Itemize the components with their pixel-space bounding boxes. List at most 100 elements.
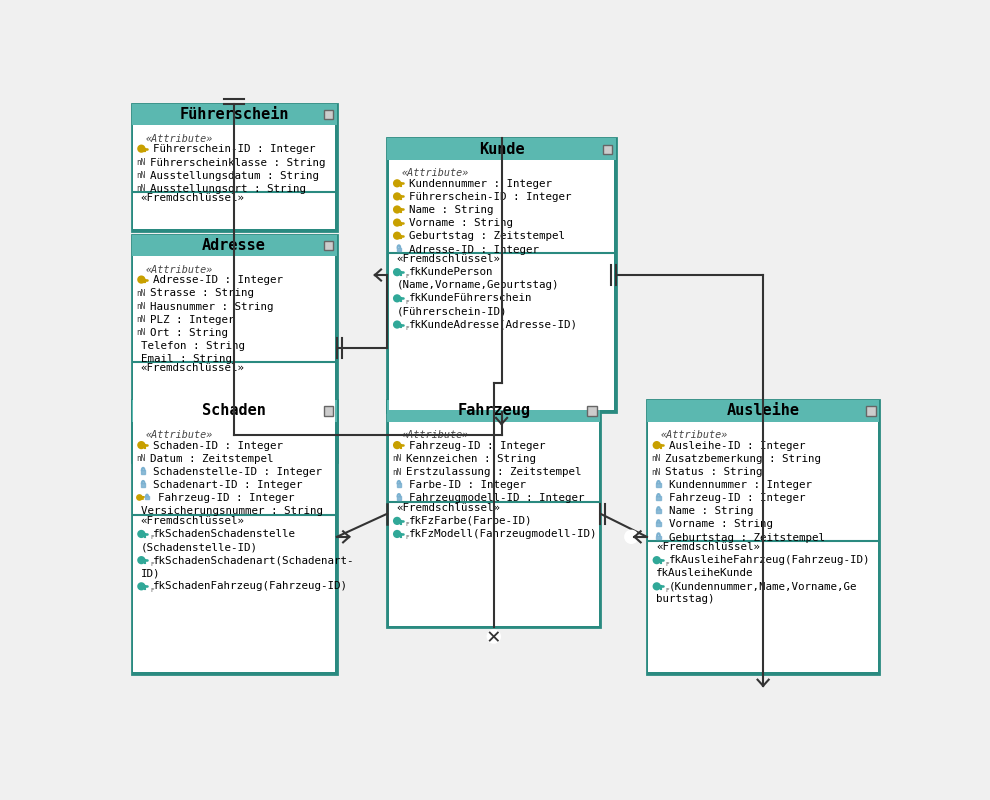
- Circle shape: [394, 219, 400, 226]
- Circle shape: [138, 442, 145, 448]
- Text: Fahrzeug: Fahrzeug: [457, 403, 531, 418]
- Bar: [133, 422, 336, 514]
- Bar: [132, 234, 337, 462]
- Circle shape: [394, 530, 400, 538]
- Text: fkFzModell(Fahrzeugmodell-ID): fkFzModell(Fahrzeugmodell-ID): [409, 529, 597, 539]
- Text: «Attribute»: «Attribute»: [401, 430, 468, 440]
- Bar: [646, 400, 879, 422]
- Circle shape: [625, 530, 638, 543]
- Text: nN: nN: [392, 467, 401, 477]
- Bar: [397, 483, 401, 486]
- Bar: [324, 241, 333, 250]
- Text: Geburtstag : Zeitstempel: Geburtstag : Zeitstempel: [668, 533, 825, 542]
- Text: Adresse: Adresse: [202, 238, 266, 253]
- Text: F: F: [665, 588, 669, 593]
- Text: «Attribute»: «Attribute»: [661, 430, 729, 440]
- Text: Ausstellungsdatum : String: Ausstellungsdatum : String: [150, 170, 319, 181]
- Text: Zusatzbemerkung : String: Zusatzbemerkung : String: [665, 454, 822, 464]
- Text: Hausnummer : String: Hausnummer : String: [150, 302, 273, 311]
- Text: nN: nN: [137, 315, 146, 324]
- Text: Versicherungsnummer : String: Versicherungsnummer : String: [141, 506, 323, 516]
- Text: fkSchadenFahrzeug(Fahrzeug-ID): fkSchadenFahrzeug(Fahrzeug-ID): [153, 582, 348, 591]
- Text: F: F: [150, 535, 153, 540]
- Bar: [648, 422, 878, 541]
- Text: F: F: [665, 562, 669, 566]
- Text: nN: nN: [651, 467, 660, 477]
- Circle shape: [138, 146, 145, 152]
- Circle shape: [394, 442, 400, 448]
- Bar: [648, 541, 878, 672]
- Bar: [141, 470, 146, 474]
- Text: «Fremdschlüssel»: «Fremdschlüssel»: [397, 502, 501, 513]
- Text: Schaden: Schaden: [202, 403, 266, 418]
- Text: «Fremdschlüssel»: «Fremdschlüssel»: [141, 194, 245, 203]
- Circle shape: [138, 557, 145, 563]
- Text: Fahrzeug-ID : Integer: Fahrzeug-ID : Integer: [668, 494, 805, 503]
- Text: fkSchadenSchadenart(Schadenart-: fkSchadenSchadenart(Schadenart-: [153, 555, 354, 565]
- Text: fkAusleiheFahrzeug(Fahrzeug-ID): fkAusleiheFahrzeug(Fahrzeug-ID): [668, 555, 870, 565]
- Text: ID): ID): [141, 568, 160, 578]
- Text: F: F: [406, 274, 410, 278]
- Text: Kundennummer : Integer: Kundennummer : Integer: [668, 480, 812, 490]
- Text: Schadenart-ID : Integer: Schadenart-ID : Integer: [153, 480, 303, 490]
- Text: (Name,Vorname,Geburtstag): (Name,Vorname,Geburtstag): [397, 280, 559, 290]
- Text: (Schadenstelle-ID): (Schadenstelle-ID): [141, 542, 257, 552]
- Text: nN: nN: [137, 158, 146, 167]
- Bar: [587, 406, 597, 415]
- Bar: [646, 400, 879, 674]
- Text: Kennzeichen : String: Kennzeichen : String: [406, 454, 536, 464]
- Bar: [389, 502, 599, 626]
- Bar: [324, 110, 333, 119]
- Circle shape: [653, 583, 660, 590]
- Text: Kunde: Kunde: [479, 142, 525, 157]
- Text: fkSchadenSchadenstelle: fkSchadenSchadenstelle: [153, 529, 296, 539]
- Text: «Fremdschlüssel»: «Fremdschlüssel»: [397, 254, 501, 264]
- Text: Name : String: Name : String: [668, 506, 753, 516]
- Text: Fahrzeug-ID : Integer: Fahrzeug-ID : Integer: [157, 494, 294, 503]
- Bar: [387, 138, 616, 160]
- Bar: [387, 138, 616, 412]
- Text: «Attribute»: «Attribute»: [146, 430, 213, 440]
- Circle shape: [653, 557, 660, 563]
- Text: nN: nN: [137, 184, 146, 194]
- Bar: [656, 535, 661, 539]
- Text: Ausleihe: Ausleihe: [727, 403, 800, 418]
- Text: Führerschein-ID : Integer: Führerschein-ID : Integer: [409, 192, 571, 202]
- Bar: [389, 160, 615, 253]
- Text: Status : String: Status : String: [665, 467, 763, 477]
- Text: fkKundePerson: fkKundePerson: [409, 267, 493, 277]
- Bar: [133, 192, 336, 230]
- Circle shape: [138, 276, 145, 283]
- Bar: [656, 522, 661, 526]
- Bar: [132, 400, 337, 422]
- Text: Adresse-ID : Integer: Adresse-ID : Integer: [409, 245, 539, 254]
- Bar: [866, 406, 875, 415]
- Text: F: F: [406, 300, 410, 305]
- Text: Name : String: Name : String: [409, 206, 493, 215]
- Circle shape: [488, 630, 500, 642]
- Text: F: F: [150, 562, 153, 566]
- Bar: [389, 253, 615, 410]
- Circle shape: [394, 295, 400, 302]
- Text: Ort : String: Ort : String: [150, 328, 228, 338]
- Text: «Attribute»: «Attribute»: [146, 265, 213, 274]
- Text: (Kundennummer,Name,Vorname,Ge: (Kundennummer,Name,Vorname,Ge: [668, 582, 857, 591]
- Text: Strasse : String: Strasse : String: [150, 289, 254, 298]
- Bar: [133, 126, 336, 192]
- Text: nN: nN: [137, 328, 146, 337]
- Text: «Attribute»: «Attribute»: [401, 169, 468, 178]
- Bar: [133, 256, 336, 362]
- Bar: [133, 362, 336, 460]
- Bar: [145, 497, 149, 499]
- Circle shape: [138, 530, 145, 538]
- Text: Fahrzeugmodell-ID : Integer: Fahrzeugmodell-ID : Integer: [409, 494, 584, 503]
- Bar: [387, 400, 600, 422]
- Circle shape: [394, 233, 400, 239]
- Text: Schadenstelle-ID : Integer: Schadenstelle-ID : Integer: [153, 467, 322, 477]
- Bar: [133, 514, 336, 672]
- Text: nN: nN: [392, 454, 401, 463]
- Text: «Fremdschlüssel»: «Fremdschlüssel»: [141, 363, 245, 374]
- Text: F: F: [406, 522, 410, 527]
- Bar: [141, 483, 146, 486]
- Bar: [397, 247, 401, 251]
